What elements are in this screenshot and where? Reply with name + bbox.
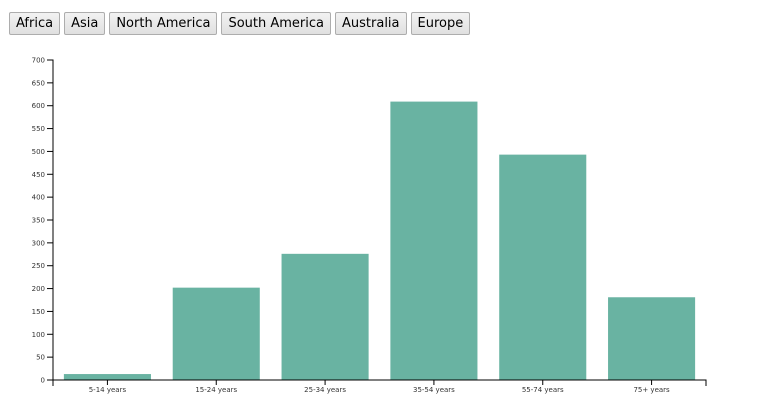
x-tick-label: 25-34 years (304, 386, 346, 394)
north-america-button[interactable]: North America (109, 12, 218, 35)
bars-group (63, 101, 696, 380)
south-america-button[interactable]: South America (221, 12, 331, 35)
bar-75-years (608, 297, 696, 380)
y-tick-label: 50 (36, 354, 45, 362)
x-tick-label: 75+ years (633, 386, 670, 394)
y-tick-label: 0 (41, 377, 45, 385)
region-toolbar: Africa Asia North America South America … (9, 12, 471, 35)
x-axis-line (52, 379, 707, 386)
bar-25-34-years (281, 253, 369, 380)
y-tick-label: 200 (32, 285, 45, 293)
y-tick-label: 250 (32, 262, 45, 270)
y-tick-label: 350 (32, 217, 45, 225)
y-tick-label: 600 (32, 102, 45, 110)
x-tick-label: 55-74 years (522, 386, 564, 394)
bar-15-24-years (172, 287, 260, 380)
bar-35-54-years (390, 101, 478, 380)
y-tick-label: 400 (32, 194, 45, 202)
y-tick-label: 300 (32, 239, 45, 247)
x-axis: 5-14 years 15-24 years 25-34 years 35-54 ye… (52, 379, 707, 394)
bar-55-74-years (499, 154, 587, 380)
x-tick-label: 15-24 years (195, 386, 237, 394)
y-tick-label: 500 (32, 148, 45, 156)
y-tick-label: 700 (32, 57, 45, 65)
x-tick-label: 35-54 years (413, 386, 455, 394)
y-tick-label: 450 (32, 171, 45, 179)
y-tick-label: 150 (32, 308, 45, 316)
y-tick-label: 100 (32, 331, 45, 339)
x-tick-label: 5-14 years (89, 386, 127, 394)
y-axis: 0 50 100 150 200 250 300 350 400 450 500 550 600 650 7… (32, 57, 54, 385)
africa-button[interactable]: Africa (9, 12, 61, 35)
bar-5-14-years (63, 374, 151, 380)
australia-button[interactable]: Australia (335, 12, 407, 35)
asia-button[interactable]: Asia (64, 12, 106, 35)
y-tick-label: 550 (32, 125, 45, 133)
europe-button[interactable]: Europe (410, 12, 471, 35)
y-tick-label: 650 (32, 79, 45, 87)
